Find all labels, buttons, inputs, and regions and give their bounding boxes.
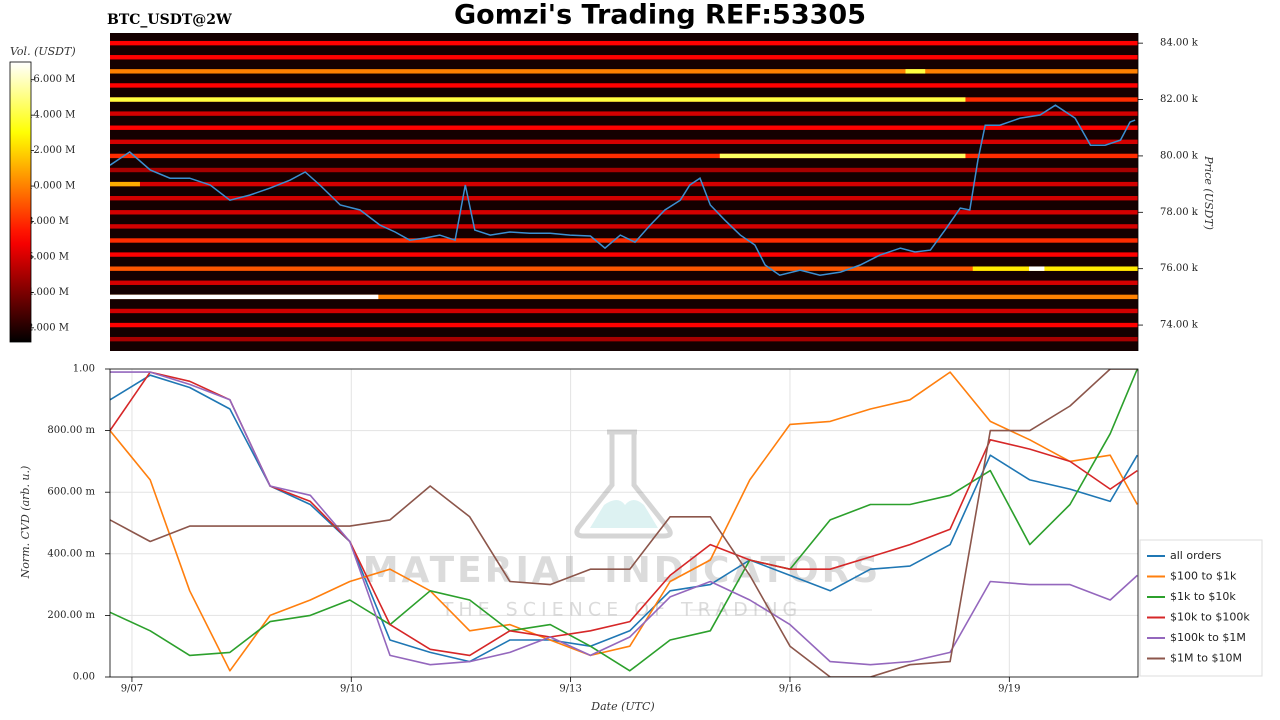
colorbar	[9, 61, 32, 343]
cvd-lines	[110, 369, 1138, 677]
flask-icon	[574, 429, 673, 539]
liquidity-band	[110, 40, 1138, 46]
colorbar-label: Vol. (USDT)	[10, 45, 76, 58]
y-tick-label: 84.00 k	[1160, 38, 1199, 49]
colorbar-tick-label: 10.000 M	[27, 181, 75, 192]
watermark-title: MATERIAL INDICATORS	[363, 550, 882, 591]
x-tick-label: 9/16	[779, 684, 801, 695]
legend-label: $100 to $1k	[1170, 570, 1237, 583]
liquidity-band	[110, 322, 1138, 328]
cvd-axes: 9/07 9/10 9/13 9/16 9/19 0.00 200.00 m 400.00 m…	[47, 364, 1020, 695]
liquidity-band	[110, 125, 1138, 130]
y-tick-label: 74.00 k	[1160, 320, 1199, 331]
colorbar-tick-label: 14.000 M	[27, 110, 75, 121]
y-tick-label: 0.00	[73, 672, 95, 683]
liquidity-segment	[110, 294, 379, 300]
cvd-line	[110, 374, 1138, 663]
liquidity-band	[110, 167, 1138, 173]
liquidity-band	[110, 280, 1138, 285]
legend-box	[1139, 539, 1263, 677]
liquidity-band	[110, 308, 1138, 314]
liquidity-band	[110, 238, 1138, 243]
liquidity-segment	[972, 266, 1138, 271]
colorbar-tick-label: 8.000 M	[27, 216, 69, 227]
y-tick-label: 76.00 k	[1160, 263, 1199, 274]
heatmap-background	[110, 33, 1138, 351]
liquidity-band	[110, 224, 1138, 229]
legend-label: $10k to $100k	[1170, 611, 1250, 624]
liquidity-band	[110, 55, 1138, 60]
y-tick-label: 1.00	[73, 364, 95, 375]
liquidity-band	[110, 69, 1138, 74]
y-tick-label: 78.00 k	[1160, 207, 1199, 218]
y-axis-label: Norm. CVD (arb. u.)	[19, 466, 32, 580]
liquidity-segment	[905, 69, 926, 74]
liquidity-band	[110, 252, 1138, 257]
liquidity-band	[110, 181, 1138, 187]
cvd-plot-area	[110, 369, 1138, 677]
legend-label: all orders	[1170, 549, 1222, 562]
colorbar-tick-label: 2.000 M	[27, 322, 69, 333]
colorbar-tick-label: 4.000 M	[27, 287, 69, 298]
liquidity-band	[110, 153, 1138, 159]
liquidity-band	[110, 294, 1138, 300]
x-tick-label: 9/13	[559, 684, 581, 695]
legend-label: $1M to $10M	[1170, 652, 1242, 665]
colorbar-tick-label: 6.000 M	[27, 251, 69, 262]
cvd-frame	[109, 368, 1139, 678]
x-tick-label: 9/10	[340, 684, 362, 695]
legend-label: $1k to $10k	[1170, 590, 1236, 603]
liquidity-segment	[1029, 266, 1045, 271]
colorbar-tick-label: 16.000 M	[27, 74, 75, 85]
legend-label: $100k to $1M	[1170, 631, 1246, 644]
y-tick-label: 82.00 k	[1160, 94, 1199, 105]
cvd-line	[110, 371, 1138, 657]
price-axis: 74.00 k 76.00 k 78.00 k 80.00 k 82.00 k 84.00…	[1137, 33, 1199, 351]
liquidity-band	[110, 111, 1138, 116]
price-axis-label: Price (USDT)	[1202, 155, 1215, 230]
colorbar-ticks: 2.000 M 4.000 M 6.000 M 8.000 M 10.000 M 12.0…	[27, 74, 75, 333]
x-axis-label: Date (UTC)	[590, 700, 654, 713]
liquidity-segment	[110, 97, 966, 102]
x-tick-label: 9/19	[998, 684, 1020, 695]
liquidity-band	[110, 266, 1138, 271]
heatmap	[110, 40, 1138, 342]
y-tick-label: 800.00 m	[47, 425, 95, 436]
x-tick-label: 9/07	[121, 684, 143, 695]
liquidity-band	[110, 139, 1138, 145]
liquidity-band	[110, 210, 1138, 215]
legend: all orders $100 to $1k $1k to $10k $10k to …	[1147, 549, 1250, 665]
liquidity-segment	[719, 153, 966, 159]
liquidity-segment	[110, 181, 140, 187]
colorbar-tick-label: 12.000 M	[27, 145, 75, 156]
flask-liquid	[590, 500, 658, 528]
cvd-line	[110, 369, 1138, 677]
y-tick-label: 600.00 m	[47, 487, 95, 498]
watermark-subtitle: THE SCIENCE OF TRADING	[441, 599, 803, 621]
price-line	[110, 104, 1136, 277]
liquidity-band	[110, 83, 1138, 88]
y-tick-label: 400.00 m	[47, 548, 95, 559]
title: Gomzi's Trading REF:53305	[454, 0, 866, 31]
cvd-line	[110, 369, 1138, 672]
cvd-line	[110, 371, 1138, 666]
liquidity-band	[110, 196, 1138, 201]
cvd-line	[110, 371, 1138, 672]
subtitle: BTC_USDT@2W	[107, 12, 232, 28]
y-tick-label: 200.00 m	[47, 610, 95, 621]
y-tick-label: 80.00 k	[1160, 150, 1199, 161]
liquidity-band	[110, 336, 1138, 342]
watermark	[574, 429, 673, 539]
